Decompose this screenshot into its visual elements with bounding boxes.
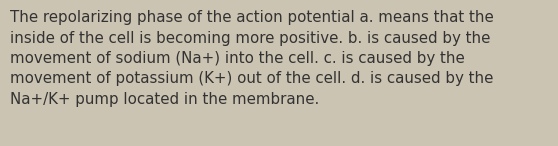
Text: The repolarizing phase of the action potential a. means that the
inside of the c: The repolarizing phase of the action pot… <box>10 10 494 107</box>
